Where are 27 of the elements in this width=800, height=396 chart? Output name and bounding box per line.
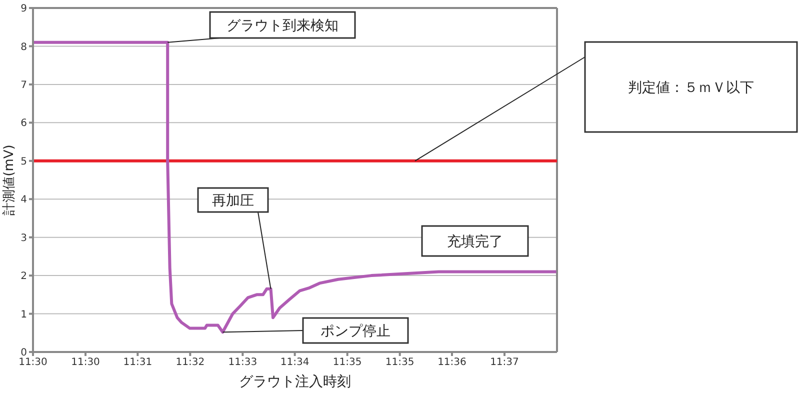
x-tick-label: 11:30: [71, 357, 100, 368]
y-tick-label: 2: [20, 271, 27, 282]
y-tick-label: 8: [20, 42, 27, 53]
y-tick-label: 7: [20, 80, 27, 91]
x-tick-label: 11:34: [280, 357, 310, 368]
y-tick-label: 0: [20, 348, 27, 359]
x-tick-label: 11:36: [438, 357, 466, 368]
y-tick-label: 4: [20, 194, 27, 206]
y-tick-label: 3: [20, 232, 27, 244]
annotation: 充填完了: [447, 234, 503, 250]
y-tick-label: 1: [20, 309, 27, 320]
x-tick-label: 11:31: [123, 357, 152, 368]
x-axis-title: グラウト注入時刻: [239, 374, 351, 390]
y-tick-label: 6: [20, 118, 27, 130]
x-tick-label: 11:32: [176, 357, 205, 368]
x-tick-label: 11:35: [385, 357, 414, 368]
x-tick-label: 11:35: [332, 357, 362, 368]
annotation: グラウト到来検知: [226, 18, 338, 34]
y-axis-title: 計測値(mV): [2, 144, 17, 216]
x-tick-label: 11:30: [18, 357, 48, 368]
annotation: 再加圧: [212, 193, 254, 209]
y-tick-label: 9: [20, 4, 27, 15]
annotation: ポンプ停止: [320, 324, 390, 340]
x-tick-label: 11:37: [490, 357, 519, 368]
y-tick-label: 5: [20, 156, 27, 168]
x-tick-label: 11:33: [228, 357, 258, 368]
text: 判定値：５ｍＶ以下: [628, 80, 754, 96]
